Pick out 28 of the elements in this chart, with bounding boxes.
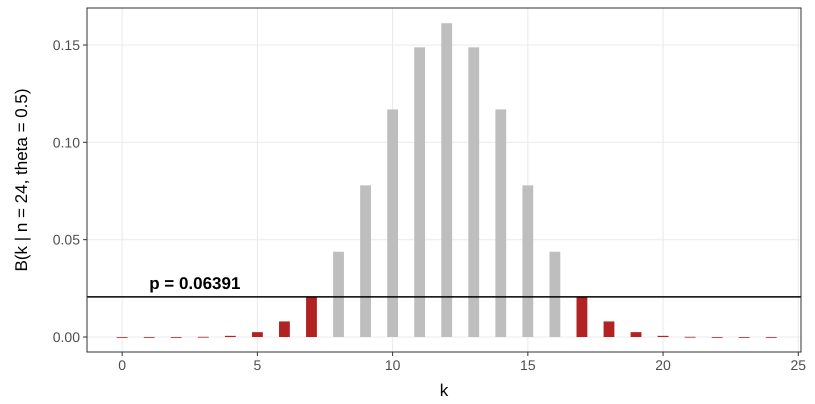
bar [387, 109, 398, 338]
x-tick-label: 5 [253, 357, 262, 373]
bar [360, 185, 371, 338]
bar [441, 23, 452, 338]
x-tick-label: 25 [790, 357, 806, 373]
bar [468, 47, 480, 338]
y-tick-label: 0.05 [52, 232, 80, 248]
bar [576, 296, 588, 338]
x-tick-label: 10 [384, 357, 401, 373]
bar [604, 321, 614, 338]
bar [279, 321, 290, 338]
x-tick-label: 20 [655, 357, 672, 373]
y-tick-label: 0.15 [52, 36, 80, 53]
bar [495, 109, 506, 338]
bar [549, 252, 560, 338]
bar [306, 296, 317, 338]
bar [522, 185, 534, 338]
bar [414, 47, 426, 338]
x-tick-label: 15 [520, 357, 536, 373]
bar [630, 332, 642, 338]
bar [333, 252, 344, 338]
x-axis-title: k [440, 381, 449, 400]
y-axis-title: B(k | n = 24, theta = 0.5) [12, 88, 31, 272]
x-tick-label: 0 [118, 357, 126, 373]
bar [252, 332, 263, 338]
y-tick-label: 0.00 [52, 329, 80, 346]
y-tick-label: 0.10 [52, 134, 80, 150]
annotation: p = 0.06391 [149, 274, 240, 293]
